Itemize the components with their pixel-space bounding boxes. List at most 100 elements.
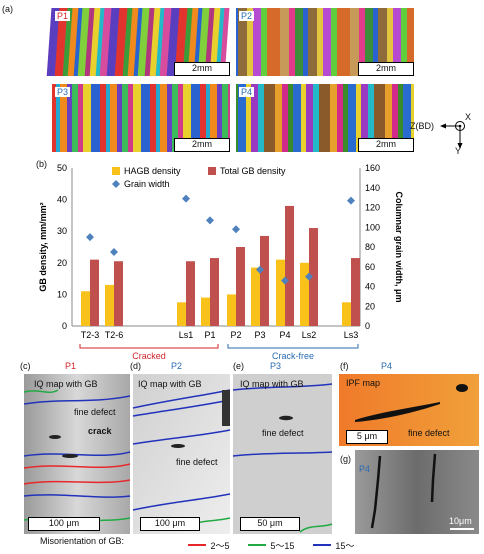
- legend-label-15: 15～: [335, 541, 355, 551]
- y2-tick-label: 40: [365, 282, 375, 292]
- y2-tick-label: 160: [365, 163, 380, 173]
- point-grain-width-ls1: [182, 194, 190, 203]
- scale-bar-c: 100 μm: [28, 517, 100, 531]
- point-grain-width-ls2: [305, 272, 313, 281]
- bar-total-t2-3: [90, 259, 99, 326]
- panel-d-label: (d): [130, 361, 141, 371]
- misorientation-legend: 2～5 5～15 15～: [188, 536, 355, 551]
- y2-tick-label: 0: [365, 321, 370, 331]
- point-grain-width-t2-3: [86, 233, 94, 242]
- bar-hagb-ls1: [177, 302, 186, 326]
- bar-total-p4: [285, 205, 294, 326]
- axes-triad: [440, 121, 465, 149]
- legend-swatch-hagb: [112, 167, 120, 175]
- legend-label-total: Total GB density: [220, 166, 286, 176]
- map-tag-p2: P2: [239, 11, 255, 21]
- panel-d-note-fine-defect: fine defect: [176, 457, 218, 467]
- legend-swatch-total: [208, 167, 216, 175]
- scale-bar-p3: 2mm: [174, 138, 230, 152]
- y2-tick-label: 140: [365, 183, 380, 193]
- point-grain-width-p3: [256, 265, 264, 274]
- scale-label: 50 μm: [257, 518, 283, 528]
- x-tick-label: P2: [230, 330, 241, 340]
- y-axis-title: GB density, mm/mm²: [38, 202, 48, 291]
- legend-label-hagb: HAGB density: [124, 166, 181, 176]
- y-tick-label: 40: [57, 195, 67, 205]
- bracket-crack-free: [227, 344, 359, 349]
- axis-y-label: Y: [455, 146, 462, 156]
- x-tick-label: T2-6: [105, 330, 124, 340]
- group-label-crack-free: Crack-free: [272, 351, 314, 360]
- x-tick-label: Ls3: [344, 330, 359, 340]
- bar-total-ls3: [351, 258, 360, 326]
- bar-hagb-p4: [276, 259, 285, 326]
- y-tick-label: 20: [57, 258, 67, 268]
- y-tick-label: 0: [62, 321, 67, 331]
- bar-total-ls2: [309, 228, 318, 326]
- y2-tick-label: 120: [365, 203, 380, 213]
- y-tick-label: 30: [57, 226, 67, 236]
- panel-a-label: (a): [2, 4, 13, 14]
- point-grain-width-ls3: [347, 196, 355, 205]
- panel-e-title: IQ map with GB: [240, 379, 304, 389]
- scale-label: 100 μm: [154, 518, 186, 528]
- panel-e-note-fine-defect: fine defect: [262, 428, 304, 438]
- y2-tick-label: 80: [365, 242, 375, 252]
- panel-c-title: IQ map with GB: [34, 379, 98, 389]
- scale-bar-d: 100 μm: [140, 517, 200, 531]
- panel-f-note-fine-defect: fine defect: [408, 428, 450, 438]
- panel-d-tag: P2: [171, 361, 183, 371]
- misorientation-legend-title: Misorientation of GB:: [40, 536, 125, 546]
- legend-label-2-5: 2～5: [210, 541, 230, 551]
- scale-label: 100 μm: [48, 518, 80, 528]
- scale-label: 2mm: [192, 63, 212, 73]
- micrograph-d: [132, 374, 231, 534]
- scale-bar-e: 50 μm: [240, 517, 300, 531]
- scale-label: 2mm: [192, 139, 212, 149]
- x-tick-label: P4: [279, 330, 290, 340]
- panel-g-scale: 10μm: [449, 516, 472, 526]
- bar-total-p2: [236, 247, 245, 326]
- y2-axis-title: Columnar grain width, μm: [394, 191, 404, 302]
- panel-f-tag: P4: [381, 361, 393, 371]
- point-grain-width-p2: [232, 225, 240, 234]
- bar-hagb-ls2: [300, 262, 309, 326]
- bar-total-p1: [210, 258, 219, 326]
- point-grain-width-p1: [206, 216, 214, 225]
- scale-bar-g: [450, 528, 474, 530]
- micrograph-g: [355, 450, 479, 534]
- map-tag-p3: P3: [55, 87, 71, 97]
- bar-total-ls1: [186, 261, 195, 326]
- panel-e-label: (e): [233, 361, 244, 371]
- micrograph-e: [232, 374, 333, 534]
- legend-swatch-2-5: [188, 543, 206, 546]
- ebsd-maps: [46, 8, 414, 152]
- panel-f-title: IPF map: [346, 378, 381, 388]
- panel-c-label: (c): [20, 361, 31, 371]
- bar-hagb-t2-3: [81, 291, 90, 326]
- map-tag-p4: P4: [239, 87, 255, 97]
- bar-total-p3: [260, 235, 269, 326]
- x-tick-label: P3: [254, 330, 265, 340]
- panel-g-tag: P4: [359, 464, 371, 474]
- legend-label-5-15: 5～15: [270, 541, 295, 551]
- panel-e-tag: P3: [270, 361, 282, 371]
- y2-tick-label: 60: [365, 262, 375, 272]
- scale-bar-f: 5 μm: [346, 430, 388, 444]
- micrograph-c: [23, 374, 131, 534]
- axis-x-label: X: [465, 112, 472, 122]
- panel-c-tag: P1: [65, 361, 77, 371]
- x-tick-label: P1: [204, 330, 215, 340]
- bar-hagb-t2-6: [105, 284, 114, 326]
- group-label-cracked: Cracked: [132, 351, 166, 360]
- panel-c-note-fine-defect: fine defect: [74, 407, 116, 417]
- scale-label: 5 μm: [356, 431, 378, 441]
- panel-c-note-crack: crack: [88, 426, 112, 436]
- gb-density-chart: 0 10 20 30 40 50 0 20 40 60 80 100 120 140 160 GB densi…: [38, 163, 404, 360]
- bar-hagb-p1: [201, 297, 210, 326]
- bracket-cracked: [79, 344, 219, 349]
- bar-hagb-ls3: [342, 302, 351, 326]
- ebsd-map-p1: [46, 8, 230, 76]
- scale-label: 2mm: [376, 139, 396, 149]
- panel-f-label: (f): [340, 361, 349, 371]
